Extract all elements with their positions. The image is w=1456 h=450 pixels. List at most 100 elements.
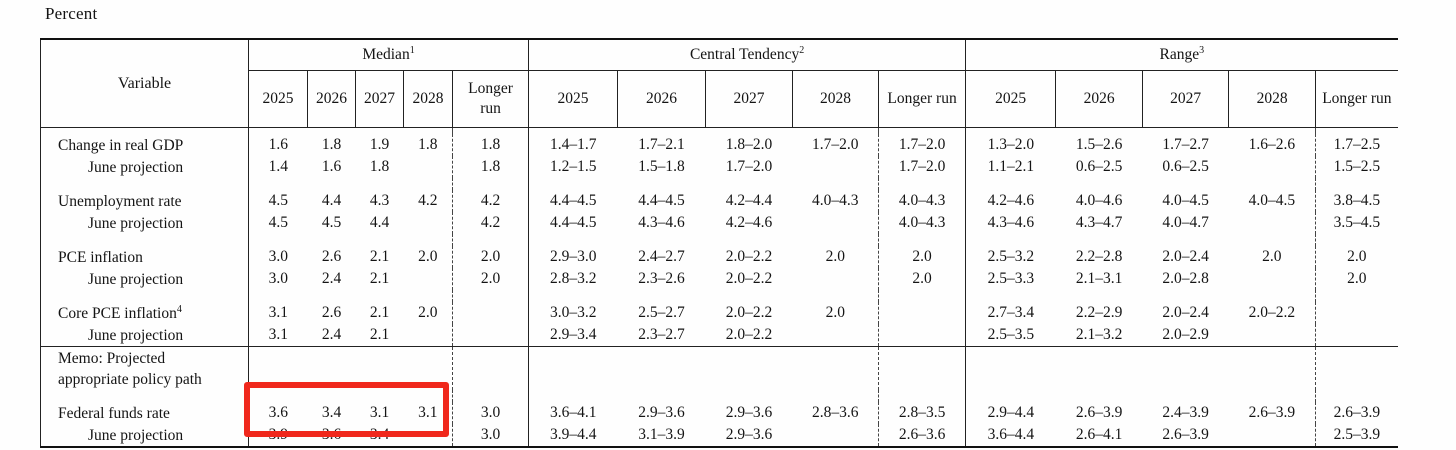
cell (355, 346, 404, 390)
year-column-header: Longer run (1315, 70, 1398, 128)
row-label (40, 178, 249, 190)
cell (878, 390, 966, 402)
cell (1229, 424, 1316, 447)
table-row: Core PCE inflation4 3.1 2.6 2.1 2.0 3.0–3.2 2.… (40, 302, 1398, 324)
cell (965, 290, 1056, 302)
cell: 3.6–4.1 (528, 402, 618, 424)
cell (1143, 290, 1229, 302)
cell (618, 178, 706, 190)
cell (793, 212, 879, 234)
cell (965, 346, 1056, 390)
cell (1142, 346, 1229, 390)
cell: 4.3 (369, 192, 390, 209)
row-label: PCE inflation (40, 246, 249, 268)
cell (1056, 178, 1143, 190)
cell (1229, 178, 1316, 190)
cell: 2.8–3.6 (812, 404, 859, 421)
cell: 2.0 (825, 248, 845, 265)
projections-table: Variable Median1 Central Tendency2 Range… (40, 38, 1398, 448)
cell (1055, 346, 1143, 390)
cell: 1.8 (451, 156, 529, 178)
cell (1229, 212, 1316, 234)
cell: 4.2–4.4 (725, 192, 773, 209)
units-label: Percent (45, 4, 98, 23)
cell: 2.3–2.7 (638, 326, 685, 343)
cell: 4.0–4.5 (1248, 192, 1296, 209)
cell: 3.6 (248, 402, 308, 424)
cell: 2.9–3.6 (638, 404, 685, 421)
table-row: PCE inflation 3.0 2.6 2.1 2.0 2.0 2.9–3.0 2.4–2… (40, 246, 1398, 268)
cell (307, 346, 356, 390)
cell (1229, 156, 1316, 178)
cell: 2.6–3.9 (1315, 402, 1398, 424)
cell: 2.0–2.2 (725, 248, 773, 265)
table-row: June projection 3.0 2.4 2.1 2.0 2.8–3.2 2.3–2.… (40, 268, 1398, 290)
cell (792, 346, 879, 390)
cell: 2.1 (369, 326, 390, 343)
row-label: June projection (40, 156, 249, 178)
cell: 4.4–4.5 (528, 212, 618, 234)
cell: 3.1 (248, 324, 308, 347)
cell (793, 156, 879, 178)
cell (528, 390, 618, 402)
cell (451, 324, 529, 347)
cell (618, 290, 706, 302)
cell: 4.3–4.6 (965, 212, 1056, 234)
cell (528, 346, 618, 390)
year-column-header: 2026 (1055, 70, 1143, 128)
cell (706, 178, 793, 190)
row-label: June projection (40, 268, 249, 290)
cell: 2.9–3.6 (725, 426, 773, 443)
cell (878, 127, 966, 134)
cell: 2.5–3.5 (965, 324, 1056, 347)
cell (706, 390, 793, 402)
cell (356, 234, 404, 246)
row-label (40, 390, 249, 402)
cell: 2.2–2.8 (1075, 248, 1123, 265)
cell: 2.9–3.6 (725, 404, 773, 421)
cell: 3.1 (248, 302, 308, 324)
cell (706, 290, 793, 302)
cell (793, 268, 879, 290)
cell (404, 156, 453, 178)
footnote-marker-4: 4 (176, 303, 182, 315)
cell (404, 324, 453, 347)
cell: 1.7–2.1 (638, 136, 685, 153)
cell: 4.2 (418, 192, 438, 209)
cell (528, 178, 618, 190)
cell: 2.0–2.2 (725, 304, 773, 321)
cell (248, 178, 308, 190)
cell (1056, 390, 1143, 402)
cell (793, 178, 879, 190)
cell: 3.6–4.4 (965, 424, 1056, 447)
cell: 4.0–4.7 (1162, 214, 1209, 231)
cell (878, 302, 966, 324)
cell: 3.0 (451, 402, 529, 424)
spacer-row (40, 178, 1398, 190)
cell (1229, 234, 1316, 246)
cell: 4.4 (321, 192, 342, 209)
cell: 2.0 (825, 304, 845, 321)
cell: 3.8–4.5 (1315, 190, 1398, 212)
cell (404, 234, 453, 246)
cell (356, 290, 404, 302)
cell: 3.0 (248, 268, 308, 290)
row-label: Core PCE inflation4 (40, 302, 249, 324)
cell (793, 424, 879, 447)
variable-column-header: Variable (40, 39, 249, 128)
row-label: June projection (40, 424, 249, 447)
cell (1056, 234, 1143, 246)
cell: 2.7–3.4 (965, 302, 1056, 324)
cell: 2.0 (418, 248, 438, 265)
cell (1229, 390, 1316, 402)
cell: 2.6 (321, 248, 342, 265)
cell (308, 234, 356, 246)
cell: 1.8 (369, 158, 390, 175)
year-column-header: 2027 (705, 70, 793, 128)
year-column-header: 2028 (792, 70, 879, 128)
year-column-header: 2025 (965, 70, 1056, 128)
cell (404, 178, 453, 190)
cell (404, 424, 453, 447)
row-label (40, 290, 249, 302)
cell (248, 127, 308, 134)
